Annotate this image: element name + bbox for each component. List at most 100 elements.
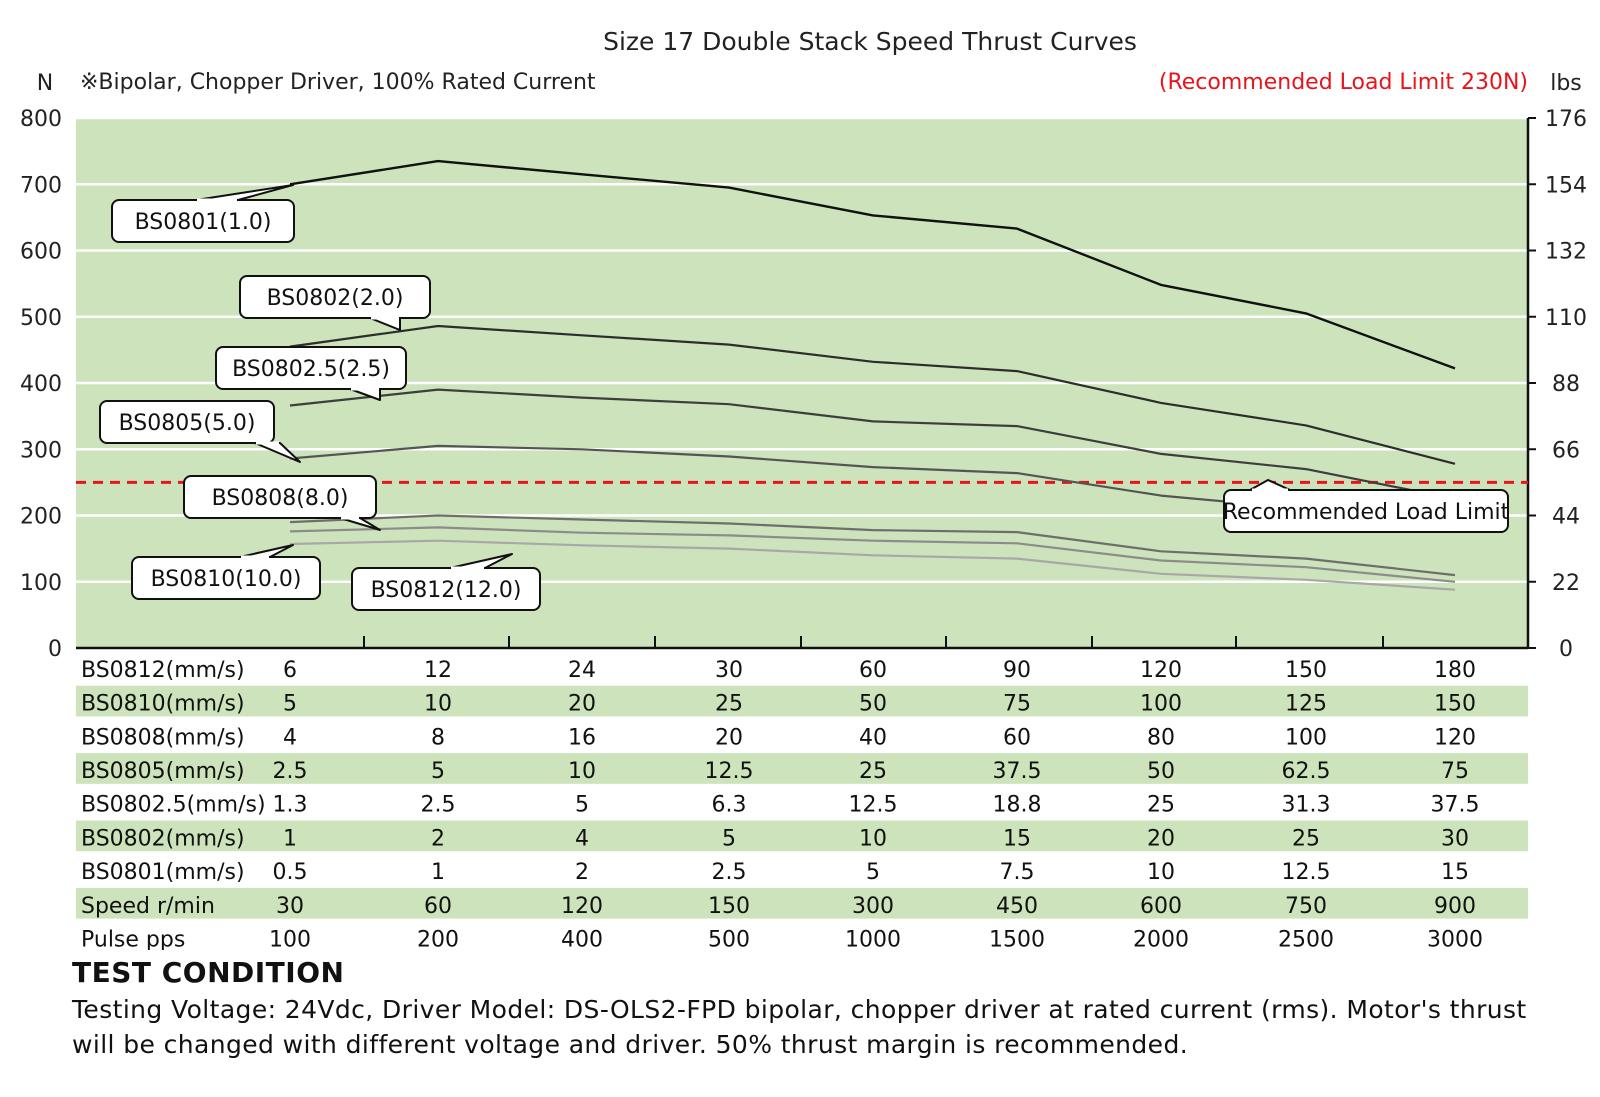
table-cell: 25 <box>1292 826 1320 851</box>
limit-callout-box <box>1223 489 1509 533</box>
series-callouts: BS0801(1.0) BS0802(2.0) BS0802.5(2.5) BS080… <box>99 184 1510 611</box>
table-cell: 750 <box>1285 894 1327 919</box>
table-cell: 150 <box>708 894 750 919</box>
table-row-label: BS0802(mm/s) <box>81 826 245 851</box>
series-label: BS0808(8.0) <box>212 486 349 511</box>
y-left-tick-label: 100 <box>20 571 62 596</box>
series-lines <box>289 159 1456 591</box>
test-condition-text: Testing Voltage: 24Vdc, Driver Model: DS… <box>72 995 1527 1059</box>
table-cell: 10 <box>859 826 887 851</box>
callout-box <box>239 275 431 319</box>
table-row-label: Pulse pps <box>81 927 185 950</box>
speed-table: BS0812(mm/s) 6 12 24 30 60 90 120 150 180BS0810(m… <box>76 658 1528 950</box>
table-cell: 2.5 <box>273 759 308 784</box>
table-cell: 2500 <box>1278 927 1334 950</box>
table-cell: 450 <box>996 894 1038 919</box>
table-cell: 900 <box>1434 894 1476 919</box>
table-cell: 4 <box>575 826 589 851</box>
series-line <box>289 388 1456 500</box>
callout-box <box>351 567 541 611</box>
table-cell: 37.5 <box>1431 793 1480 818</box>
table-cell: 1.3 <box>273 793 308 818</box>
series-label: BS0802(2.0) <box>267 286 404 311</box>
table-cell: 120 <box>1434 725 1476 750</box>
axes <box>76 117 1536 650</box>
y-left-unit: N <box>37 71 53 96</box>
table-cell: 10 <box>424 692 452 717</box>
series-line <box>289 526 1456 583</box>
y-right-unit: lbs <box>1550 71 1582 96</box>
table-cell: 50 <box>1147 759 1175 784</box>
table-cell: 2000 <box>1133 927 1189 950</box>
table-cell: 4 <box>283 725 297 750</box>
table-cell: 1000 <box>845 927 901 950</box>
series-label: BS0810(10.0) <box>151 567 302 592</box>
table-cell: 15 <box>1441 860 1469 885</box>
table-cell: 150 <box>1434 692 1476 717</box>
table-cell: 30 <box>1441 826 1469 851</box>
callout-box <box>99 400 275 444</box>
y-left-tick-label: 0 <box>48 637 62 662</box>
table-cell: 6.3 <box>712 793 747 818</box>
table-row-band <box>76 887 1528 919</box>
test-condition-heading: TEST CONDITION <box>72 956 345 989</box>
table-cell: 2.5 <box>712 860 747 885</box>
callout-box <box>183 475 377 519</box>
series-label: BS0801(1.0) <box>135 210 272 235</box>
table-cell: 80 <box>1147 725 1175 750</box>
chart-title: Size 17 Double Stack Speed Thrust Curves <box>603 27 1137 56</box>
table-cell: 10 <box>1147 860 1175 885</box>
table-row-label: BS0802.5(mm/s) <box>81 793 266 818</box>
table-cell: 1500 <box>989 927 1045 950</box>
y-right-tick-label: 176 <box>1545 107 1587 132</box>
table-cell: 15 <box>1003 826 1031 851</box>
thrust-chart: Size 17 Double Stack Speed Thrust Curves… <box>20 27 1587 950</box>
table-cell: 2 <box>575 860 589 885</box>
y-right-tick-labels: 0 22 44 66 88 110 132 154 176 <box>1545 107 1587 662</box>
table-cell: 10 <box>568 759 596 784</box>
y-left-tick-labels: 0 100 200 300 400 500 600 700 800 <box>20 107 62 662</box>
series-label: BS0805(5.0) <box>119 411 256 436</box>
table-cell: 5 <box>866 860 880 885</box>
y-right-tick-label: 44 <box>1552 505 1580 530</box>
table-cell: 600 <box>1140 894 1182 919</box>
table-cell: 12.5 <box>1282 860 1331 885</box>
table-cell: 100 <box>1285 725 1327 750</box>
table-cell: 1 <box>283 826 297 851</box>
table-cell: 5 <box>431 759 445 784</box>
table-cell: 5 <box>722 826 736 851</box>
table-cell: 180 <box>1434 658 1476 683</box>
y-left-tick-label: 400 <box>20 372 62 397</box>
table-cell: 7.5 <box>1000 860 1035 885</box>
y-right-tick-label: 110 <box>1545 306 1587 331</box>
table-cell: 75 <box>1003 692 1031 717</box>
table-cell: 18.8 <box>993 793 1042 818</box>
table-cell: 8 <box>431 725 445 750</box>
table-row-label: BS0808(mm/s) <box>81 725 245 750</box>
y-right-tick-label: 88 <box>1552 372 1580 397</box>
table-cell: 62.5 <box>1282 759 1331 784</box>
y-left-tick-label: 700 <box>20 173 62 198</box>
table-cell: 30 <box>276 894 304 919</box>
table-cell: 20 <box>715 725 743 750</box>
table-cell: 25 <box>1147 793 1175 818</box>
table-row-band <box>76 753 1528 784</box>
table-cell: 125 <box>1285 692 1327 717</box>
table-row-band <box>76 685 1528 717</box>
table-row-label: BS0812(mm/s) <box>81 658 245 683</box>
table-cell: 2 <box>431 826 445 851</box>
series-line <box>289 514 1456 577</box>
table-cell: 30 <box>715 658 743 683</box>
recommended-limit-note: (Recommended Load Limit 230N) <box>1159 70 1528 95</box>
table-cell: 100 <box>269 927 311 950</box>
series-line <box>289 324 1456 465</box>
y-right-tick-label: 0 <box>1559 637 1573 662</box>
table-cell: 60 <box>424 894 452 919</box>
table-cell: 90 <box>1003 658 1031 683</box>
y-left-tick-label: 800 <box>20 107 62 132</box>
table-cell: 2.5 <box>421 793 456 818</box>
table-cell: 12 <box>424 658 452 683</box>
table-cell: 120 <box>561 894 603 919</box>
table-cell: 60 <box>1003 725 1031 750</box>
table-cell: 3000 <box>1427 927 1483 950</box>
